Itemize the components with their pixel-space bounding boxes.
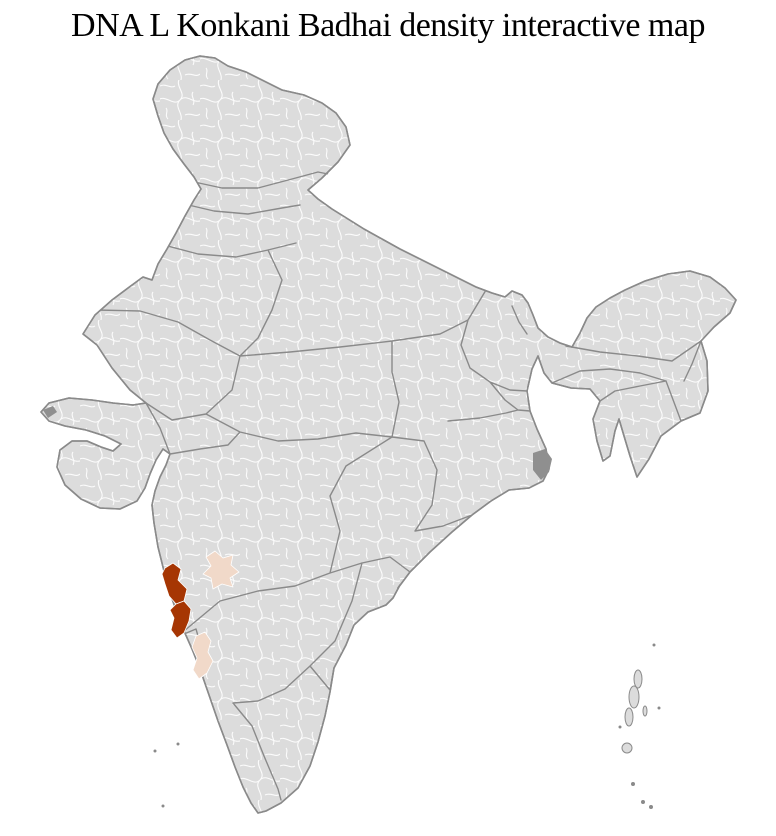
page-title: DNA L Konkani Badhai density interactive…	[71, 7, 705, 44]
district-inland-west-deccan[interactable]	[202, 550, 240, 590]
india-coastline	[40, 55, 737, 814]
kutch-tip-shade	[43, 406, 57, 418]
andaman-nicobar-islands	[618, 643, 661, 809]
district-konkan-coast-south[interactable]	[169, 600, 192, 639]
sundarbans-delta-shade	[533, 449, 552, 480]
lakshadweep-islands	[153, 742, 180, 808]
state-boundaries	[95, 165, 702, 801]
district-kanara-coast[interactable]	[191, 631, 214, 680]
